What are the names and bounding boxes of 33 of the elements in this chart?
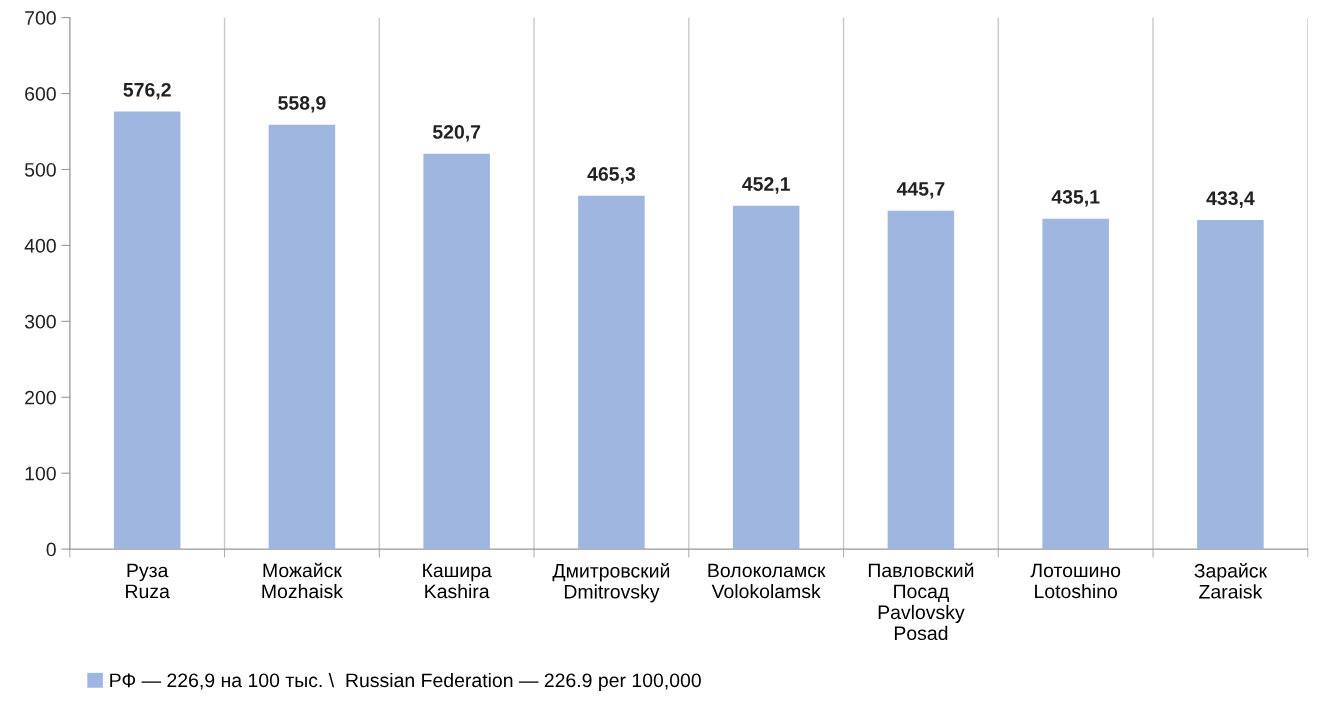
x-tick-label: Можайск Mozhaisk xyxy=(262,562,344,599)
data-label: 452,1 xyxy=(742,177,790,194)
bar xyxy=(423,153,490,550)
y-tick-label: 700 xyxy=(25,11,56,25)
bar xyxy=(578,195,645,550)
legend-label: РФ — 226,9 на 100 тыс. \ Russian Federation — 226.9 per 100,000 xyxy=(110,672,701,692)
data-label: 558,9 xyxy=(278,96,326,113)
data-label: 465,3 xyxy=(587,167,636,184)
y-tick-label: 500 xyxy=(24,162,56,177)
x-tick-label: Руза Ruza xyxy=(126,563,170,599)
x-tick-label: Павловский Посад Pavlovsky Posad xyxy=(868,562,974,641)
x-tick-label: Зарайск Zaraisk xyxy=(1194,563,1268,599)
y-tick-label: 0 xyxy=(46,542,56,557)
data-label: 576,2 xyxy=(123,82,171,100)
x-tick-label: Дмитровский Dmitrovsky xyxy=(552,563,670,603)
x-tick-label: Лотошино Lotoshino xyxy=(1030,563,1121,599)
bar xyxy=(1042,218,1109,550)
x-tick-label: Кашира Kashira xyxy=(423,563,492,599)
data-label: 433,4 xyxy=(1206,191,1255,208)
y-tick-label: 200 xyxy=(25,390,56,405)
data-label: 445,7 xyxy=(896,182,945,199)
bar xyxy=(268,124,336,550)
data-label: 520,7 xyxy=(432,125,481,142)
y-tick-label: 400 xyxy=(24,238,56,253)
bar xyxy=(732,205,800,550)
y-tick-label: 600 xyxy=(25,87,56,101)
data-label: 435,1 xyxy=(1051,190,1100,207)
bar xyxy=(887,210,955,550)
bar xyxy=(113,111,181,550)
y-tick-label: 300 xyxy=(24,314,56,329)
x-tick-label: Волоколамск Volokolamsk xyxy=(708,563,826,599)
bar xyxy=(1197,220,1264,550)
y-tick-label: 100 xyxy=(25,466,56,481)
